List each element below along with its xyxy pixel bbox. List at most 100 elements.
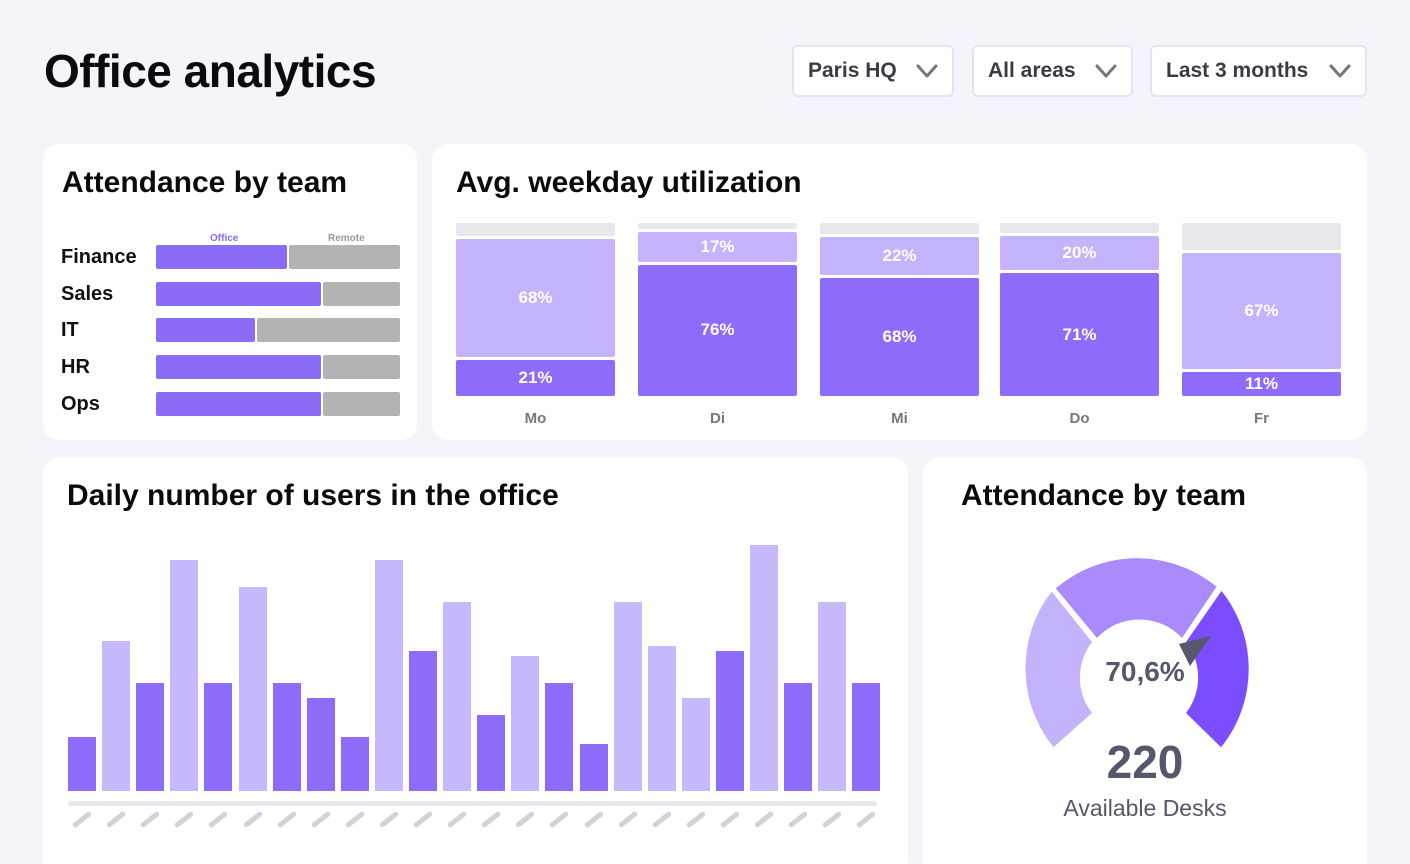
daily-bar <box>852 682 881 791</box>
daily-bar <box>102 640 131 791</box>
x-tick-placeholder <box>856 810 877 829</box>
x-tick-placeholder <box>105 810 127 829</box>
weekday-lower-segment: 11% <box>1182 372 1341 396</box>
period-filter[interactable]: Last 3 months <box>1150 45 1367 97</box>
daily-bar <box>579 744 608 791</box>
remote-segment <box>322 282 400 306</box>
weekday-upper-segment: 68% <box>456 239 615 357</box>
office-segment <box>156 318 256 342</box>
gauge-percent: 70,6% <box>1105 656 1185 687</box>
card-title: Avg. weekday utilization <box>456 166 802 199</box>
daily-bar <box>545 682 574 791</box>
daily-bar <box>477 714 506 791</box>
office-segment <box>156 392 321 416</box>
x-tick-placeholder <box>719 810 741 829</box>
weekday-column: 22% 68% <box>820 223 979 396</box>
daily-bar <box>238 586 267 791</box>
weekday-label: Mo <box>524 410 547 427</box>
weekday-column: 68% 21% <box>456 223 615 396</box>
daily-bar <box>715 650 744 791</box>
legend-office: Office <box>210 233 239 244</box>
team-row: Finance <box>61 245 421 269</box>
x-tick-placeholder <box>276 810 297 829</box>
x-tick-placeholder <box>753 810 775 829</box>
daily-bar <box>306 697 335 791</box>
x-tick-placeholder <box>787 810 809 829</box>
daily-users-card: Daily number of users in the office <box>43 457 908 864</box>
x-tick-placeholder <box>242 810 263 829</box>
area-filter[interactable]: All areas <box>972 45 1133 97</box>
team-bar <box>156 282 400 306</box>
x-tick-placeholder <box>617 810 638 829</box>
card-title: Attendance by team <box>961 479 1247 512</box>
weekday-remainder <box>638 223 797 230</box>
team-name: IT <box>61 318 79 341</box>
team-bar <box>156 392 400 416</box>
weekday-column: 20% 71% <box>1000 223 1159 396</box>
x-tick-placeholder <box>549 810 570 829</box>
weekday-lower-segment: 68% <box>820 278 979 396</box>
remote-segment <box>322 355 400 379</box>
team-row: Ops <box>61 392 421 416</box>
office-segment <box>156 355 321 379</box>
team-name: Sales <box>61 282 114 305</box>
period-filter-label: Last 3 months <box>1166 59 1309 82</box>
daily-bar <box>136 682 165 791</box>
office-segment <box>156 282 321 306</box>
x-tick-placeholder <box>685 810 707 829</box>
legend-remote: Remote <box>328 233 365 244</box>
utilization-gauge <box>1025 558 1249 748</box>
weekday-remainder <box>456 223 615 237</box>
location-filter-label: Paris HQ <box>808 59 897 82</box>
weekday-lower-segment: 21% <box>456 359 615 396</box>
x-tick-placeholder <box>583 810 604 829</box>
x-tick-placeholder <box>821 810 843 829</box>
x-tick-placeholder <box>310 810 331 829</box>
x-tick-placeholder <box>446 810 468 829</box>
remote-segment <box>288 245 400 269</box>
daily-bar <box>272 682 301 791</box>
gauge-pointer-icon <box>1179 636 1211 666</box>
weekday-remainder <box>820 223 979 235</box>
x-axis-line <box>68 801 877 806</box>
team-name: Ops <box>61 392 100 415</box>
daily-bar <box>647 645 676 791</box>
weekday-lower-segment: 76% <box>638 264 797 396</box>
available-desks-caption: Available Desks <box>1063 795 1227 821</box>
x-tick-placeholder <box>515 810 536 829</box>
chevron-down-icon <box>1095 64 1117 78</box>
x-tick-placeholder <box>139 810 161 829</box>
area-filter-label: All areas <box>988 59 1076 82</box>
weekday-label: Fr <box>1254 410 1269 427</box>
weekday-upper-segment: 67% <box>1182 253 1341 369</box>
weekday-lower-segment: 71% <box>1000 273 1159 396</box>
available-desks-count: 220 <box>1106 736 1184 788</box>
gauge-segment-left <box>1025 591 1092 748</box>
gauge-segment-top <box>1055 558 1217 638</box>
daily-bar <box>374 559 403 791</box>
weekday-column: 17% 76% <box>638 223 797 396</box>
weekday-label: Mi <box>891 410 908 427</box>
daily-bar <box>170 559 199 791</box>
attendance-by-team-card: Attendance by team Office Remote Finance… <box>43 144 417 440</box>
team-name: Finance <box>61 245 137 268</box>
location-filter[interactable]: Paris HQ <box>792 45 954 97</box>
team-bar <box>156 318 400 342</box>
x-tick-placeholder <box>651 810 672 829</box>
x-tick-placeholder <box>71 810 93 829</box>
weekday-upper-segment: 20% <box>1000 235 1159 271</box>
remote-segment <box>257 318 400 342</box>
daily-bar <box>68 736 96 791</box>
x-tick-placeholder <box>480 810 502 829</box>
daily-bar <box>340 736 369 791</box>
daily-bar <box>443 601 472 791</box>
daily-bar <box>750 545 778 791</box>
weekday-label: Do <box>1069 410 1090 427</box>
weekday-label: Di <box>710 410 725 427</box>
weekday-upper-segment: 22% <box>820 237 979 276</box>
weekday-remainder <box>1182 223 1341 251</box>
daily-bar <box>681 697 710 791</box>
x-tick-placeholder <box>208 810 229 829</box>
daily-bar <box>613 601 642 791</box>
daily-bar <box>511 655 540 791</box>
